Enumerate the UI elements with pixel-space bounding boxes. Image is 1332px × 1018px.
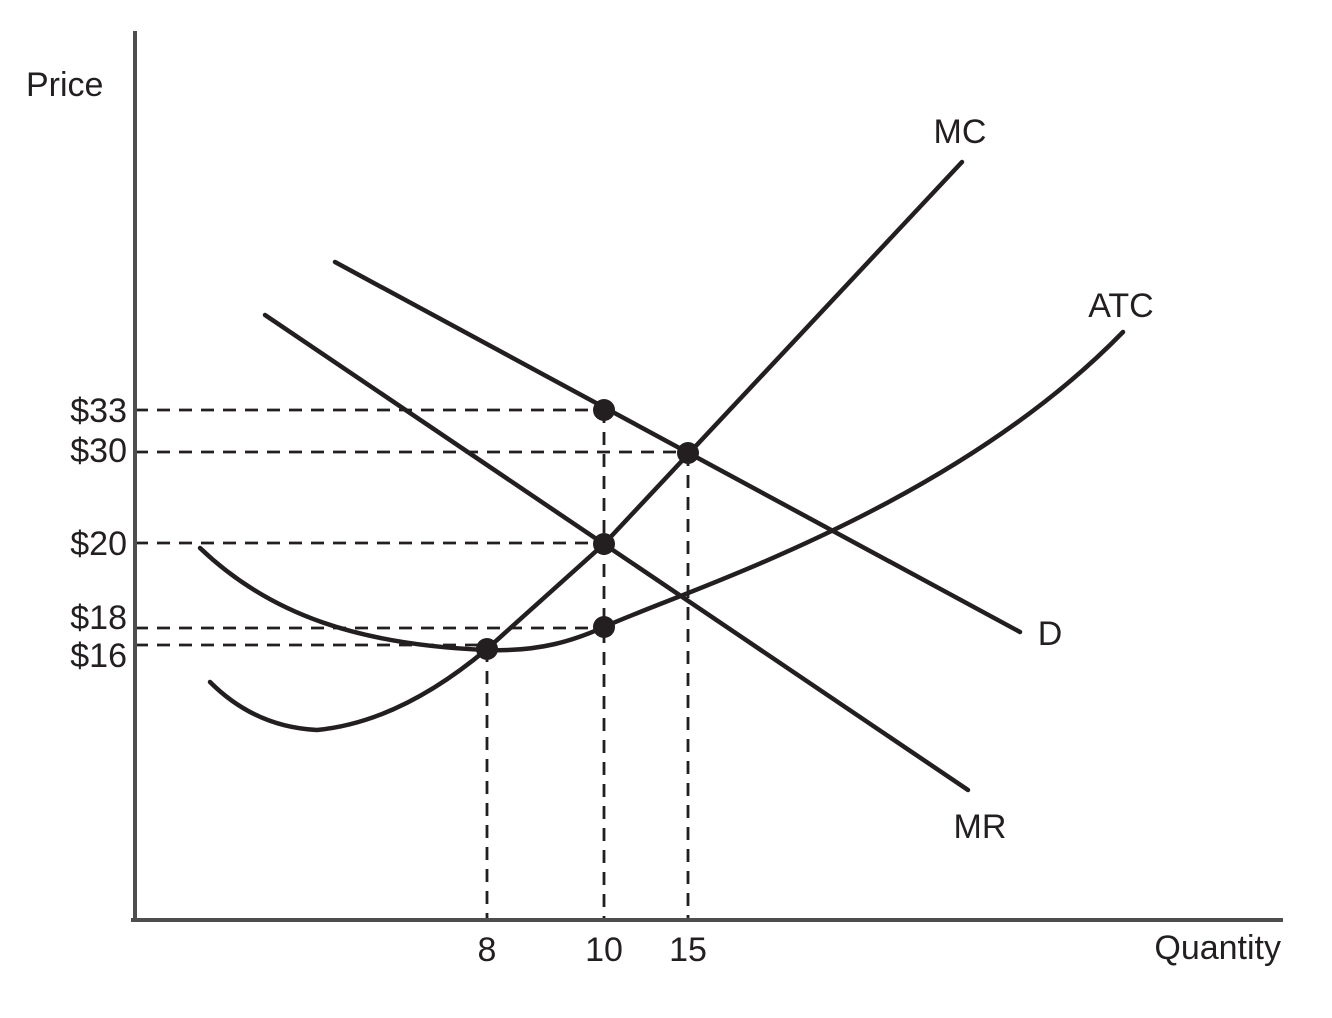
demand-curve-label: D [1038, 615, 1063, 653]
dot-mc-atc-min [476, 638, 498, 660]
atc-curve [197, 329, 1126, 653]
dot-mc-demand [677, 442, 699, 464]
mr-curve-label: MR [954, 808, 1007, 846]
quantity-tick-8: 8 [478, 931, 497, 969]
price-tick-20: $20 [70, 525, 127, 563]
dot-mr-mc [593, 533, 615, 555]
price-axis-title: Price [26, 66, 103, 104]
quantity-tick-15: 15 [669, 931, 707, 969]
dot-demand-price-33 [593, 399, 615, 421]
price-tick-16: $16 [70, 637, 127, 675]
quantity-tick-10: 10 [585, 931, 623, 969]
mr-curve [262, 312, 971, 793]
mc-curve-label: MC [934, 113, 987, 151]
price-tick-18: $18 [70, 599, 127, 637]
atc-curve-label: ATC [1088, 287, 1153, 325]
price-tick-33: $33 [70, 392, 127, 430]
price-tick-30: $30 [70, 432, 127, 470]
dot-atc-q10 [593, 616, 615, 638]
demand-curve [332, 259, 1023, 635]
quantity-axis-title: Quantity [1154, 929, 1281, 967]
mc-curve [207, 159, 965, 733]
